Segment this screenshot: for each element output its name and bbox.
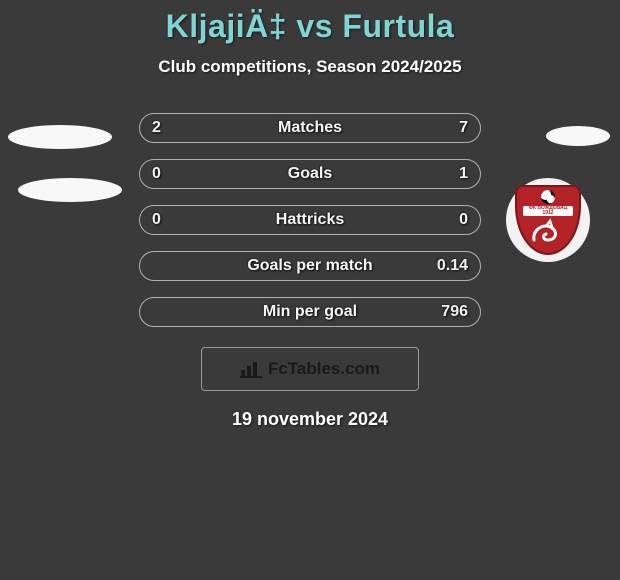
stat-metric-label: Matches bbox=[278, 119, 342, 137]
branding-text: FcTables.com bbox=[268, 359, 380, 379]
stat-metric-label: Min per goal bbox=[263, 303, 357, 321]
stat-bar: Goals per match 0.14 bbox=[139, 251, 481, 281]
infographic-root: KljajiÄ‡ vs Furtula Club competitions, S… bbox=[0, 0, 620, 580]
stat-right-value: 0.14 bbox=[437, 257, 468, 275]
stat-bar: 0 Goals 1 bbox=[139, 159, 481, 189]
stat-left-value: 0 bbox=[152, 211, 161, 229]
stat-right-value: 7 bbox=[459, 119, 468, 137]
stat-metric-label: Goals bbox=[288, 165, 332, 183]
stat-metric-label: Goals per match bbox=[247, 257, 372, 275]
stat-row: 2 Matches 7 bbox=[0, 113, 620, 143]
stat-row: Goals per match 0.14 bbox=[0, 251, 620, 281]
stat-row: Min per goal 796 bbox=[0, 297, 620, 327]
stat-row: 0 Goals 1 bbox=[0, 159, 620, 189]
date-label: 19 november 2024 bbox=[0, 409, 620, 430]
bar-chart-icon bbox=[240, 360, 262, 378]
soccer-ball-icon bbox=[541, 190, 555, 204]
stat-left-value: 2 bbox=[152, 119, 161, 137]
stat-left-value: 0 bbox=[152, 165, 161, 183]
page-subtitle: Club competitions, Season 2024/2025 bbox=[0, 57, 620, 77]
stat-row: 0 Hattricks 0 bbox=[0, 205, 620, 235]
stat-bar: 0 Hattricks 0 bbox=[139, 205, 481, 235]
branding-box: FcTables.com bbox=[201, 347, 419, 391]
stat-metric-label: Hattricks bbox=[276, 211, 344, 229]
stat-bar: 2 Matches 7 bbox=[139, 113, 481, 143]
stat-right-value: 1 bbox=[459, 165, 468, 183]
stat-right-value: 796 bbox=[441, 303, 468, 321]
stat-right-value: 0 bbox=[459, 211, 468, 229]
stat-bar: Min per goal 796 bbox=[139, 297, 481, 327]
page-title: KljajiÄ‡ vs Furtula bbox=[0, 0, 620, 45]
